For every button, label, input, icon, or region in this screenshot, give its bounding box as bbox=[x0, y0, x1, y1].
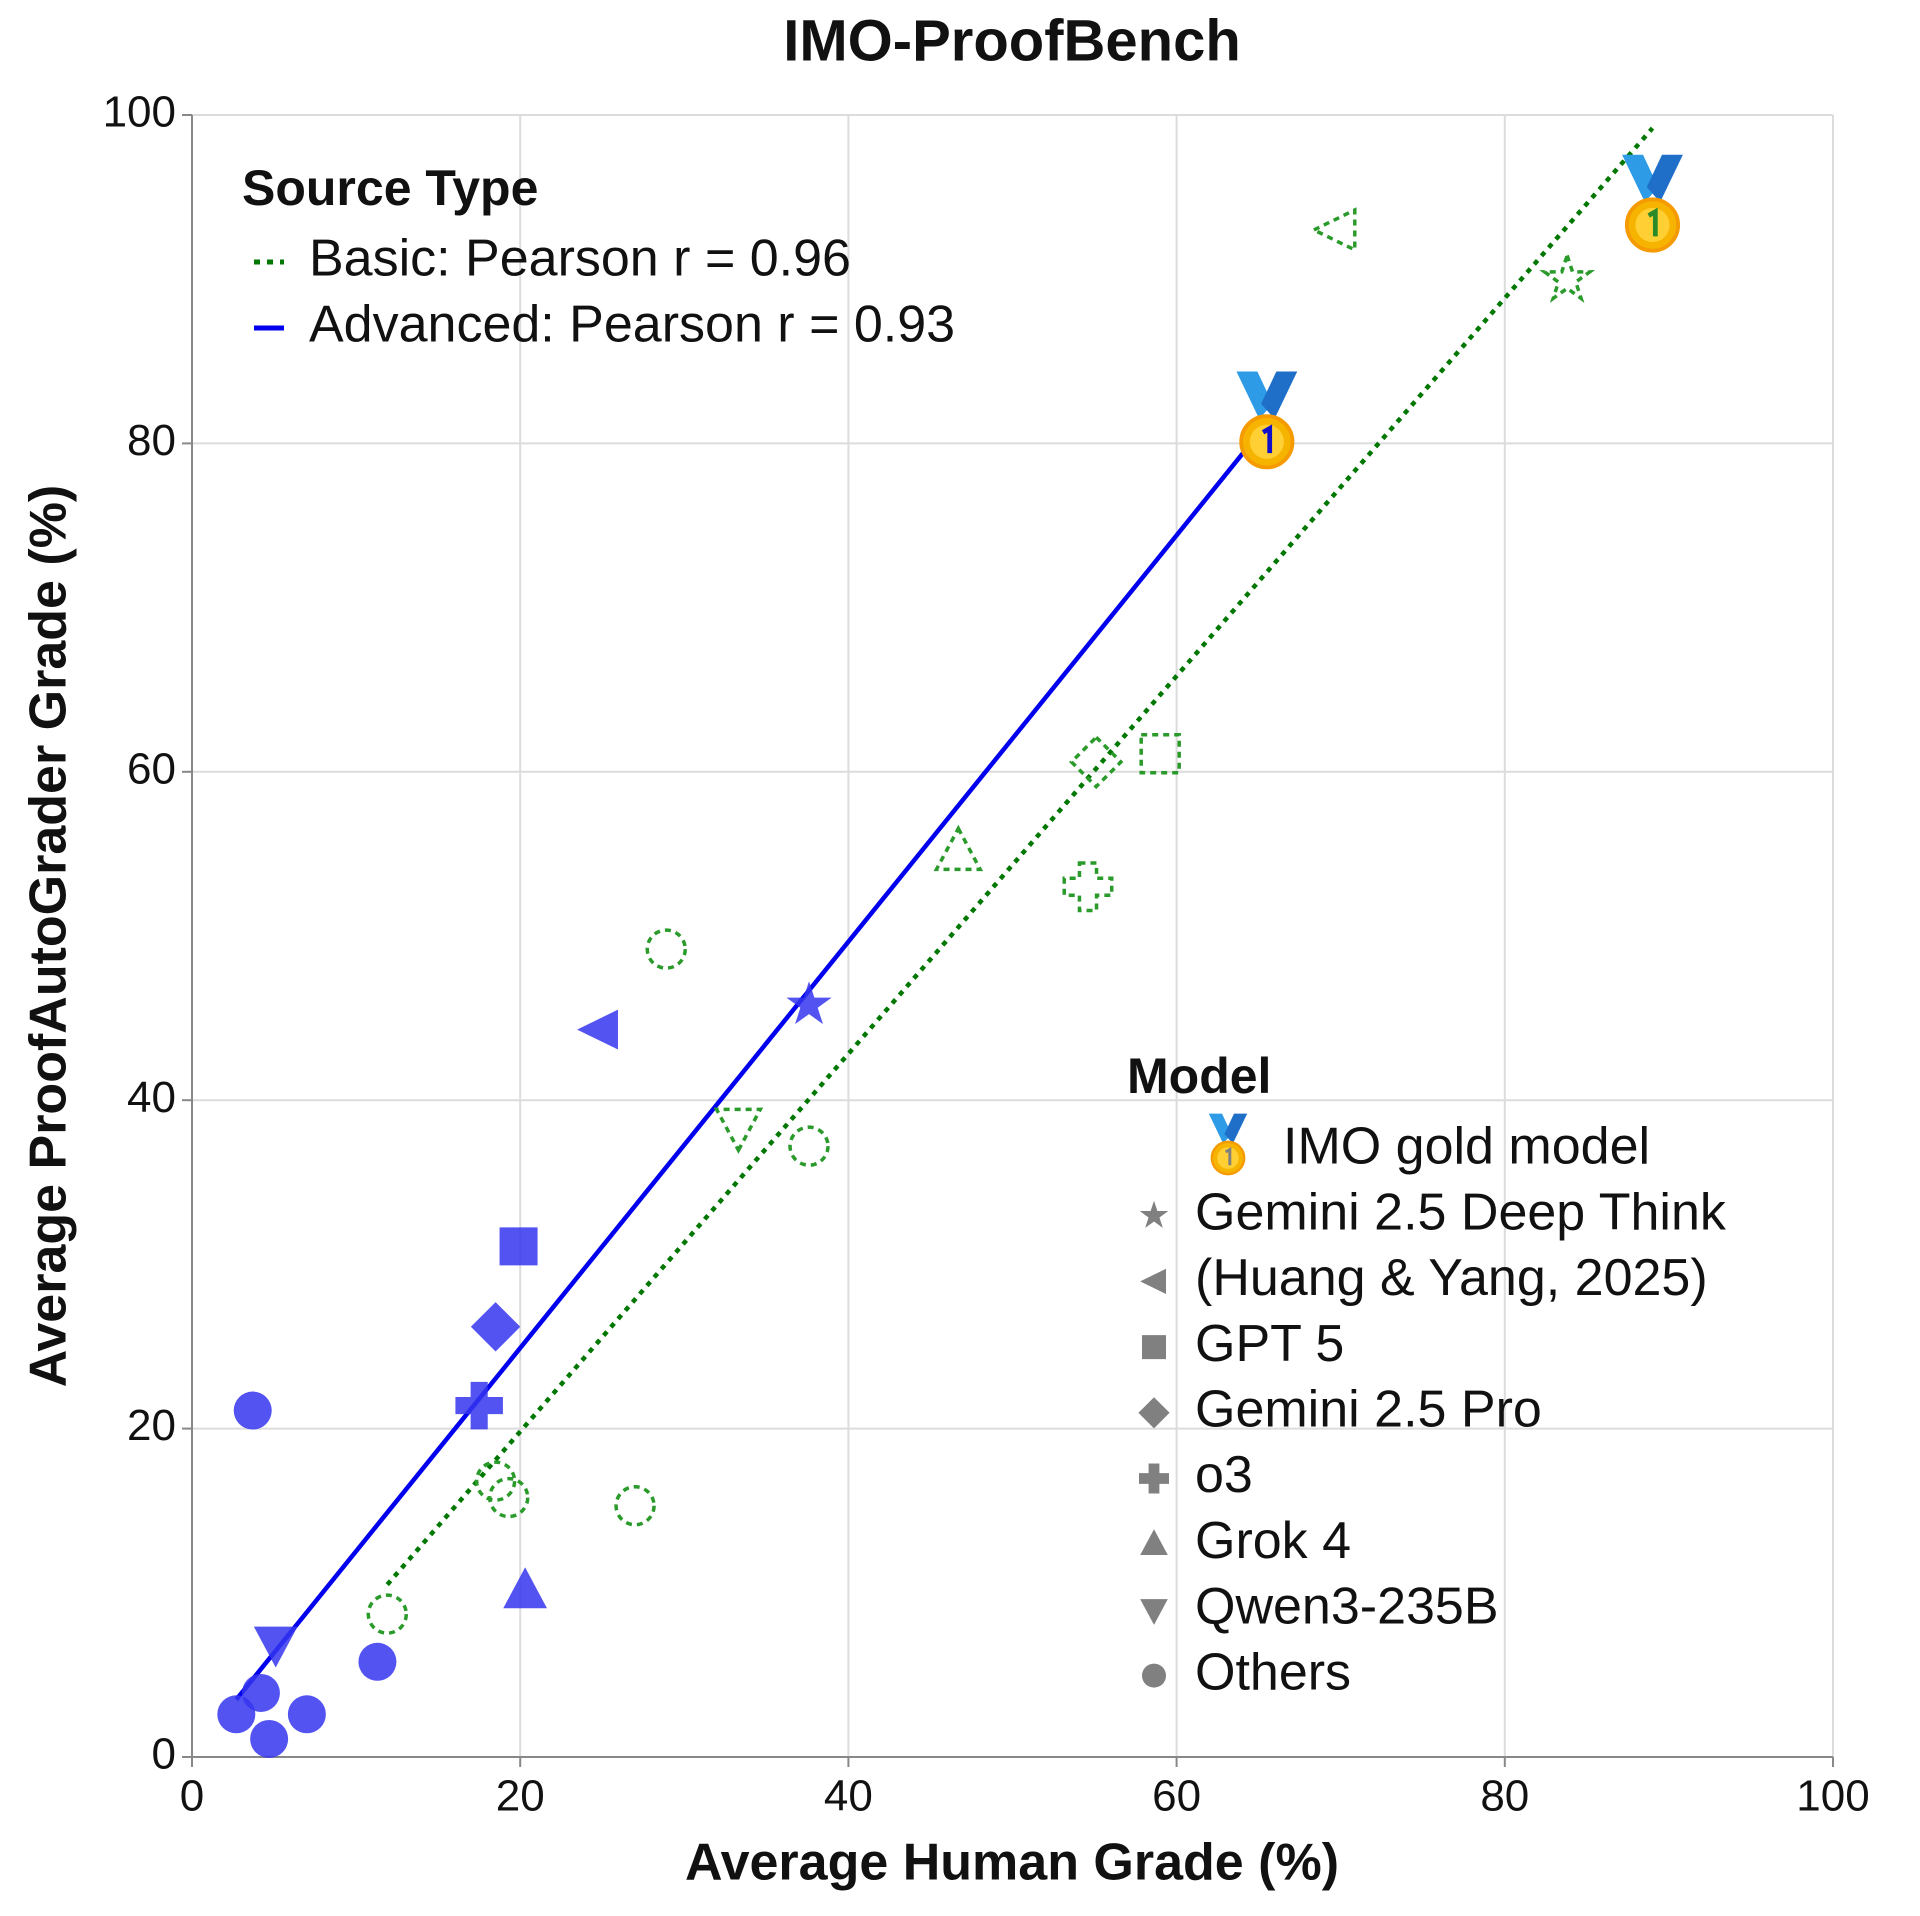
medal-ribbon bbox=[1224, 1113, 1248, 1144]
x-tick-label: 40 bbox=[824, 1772, 873, 1821]
medal-numeral bbox=[1261, 424, 1273, 454]
circle-marker bbox=[645, 928, 687, 970]
circle-marker bbox=[1142, 1663, 1166, 1688]
y-tick-label: 60 bbox=[127, 744, 176, 793]
x-tick-label: 0 bbox=[180, 1772, 204, 1821]
up-marker bbox=[933, 824, 984, 872]
legend-label: Qwen3-235B bbox=[1195, 1578, 1499, 1636]
fit-line bbox=[234, 448, 1248, 1701]
legend-label: Gemini 2.5 Pro bbox=[1195, 1381, 1542, 1439]
y-tick-label: 80 bbox=[127, 416, 176, 465]
legend-label: Advanced: Pearson r = 0.93 bbox=[309, 296, 955, 354]
circle-marker bbox=[287, 1695, 326, 1734]
medal-marker bbox=[1236, 371, 1298, 470]
x-tick-label: 60 bbox=[1152, 1772, 1201, 1821]
circle-marker bbox=[474, 1460, 517, 1502]
down-marker bbox=[1140, 1599, 1168, 1625]
plus-marker bbox=[1139, 1463, 1169, 1494]
legend-label: Others bbox=[1195, 1643, 1351, 1701]
square-marker bbox=[1139, 732, 1181, 775]
circle-marker bbox=[487, 1476, 530, 1519]
medal-numeral bbox=[1224, 1147, 1232, 1166]
x-tick-label: 80 bbox=[1480, 1772, 1529, 1821]
circle-marker bbox=[366, 1593, 409, 1635]
square-marker bbox=[499, 1227, 538, 1266]
y-tick-label: 40 bbox=[127, 1073, 176, 1122]
left-marker bbox=[1140, 1268, 1166, 1294]
fit-line bbox=[385, 126, 1655, 1587]
chart-title: IMO-ProofBench bbox=[783, 8, 1241, 73]
down-marker bbox=[713, 1107, 764, 1154]
medal-inner bbox=[1249, 424, 1284, 459]
x-axis-title: Average Human Grade (%) bbox=[685, 1834, 1339, 1892]
legend-label: o3 bbox=[1195, 1446, 1253, 1504]
legend-label: (Huang & Yang, 2025) bbox=[1195, 1249, 1708, 1307]
medal-marker bbox=[1622, 154, 1683, 253]
circle-marker bbox=[250, 1719, 289, 1758]
circle-marker bbox=[217, 1695, 256, 1734]
circle-marker bbox=[788, 1125, 830, 1167]
legend-title: Model bbox=[1127, 1048, 1271, 1104]
medal-numeral bbox=[1647, 207, 1658, 237]
plus-marker bbox=[455, 1381, 503, 1430]
up-marker bbox=[1140, 1529, 1168, 1555]
medal-inner bbox=[1217, 1147, 1239, 1169]
diamond-marker bbox=[470, 1302, 521, 1352]
left-marker bbox=[577, 1009, 618, 1050]
medal-ribbon bbox=[1236, 371, 1273, 419]
y-tick-label: 100 bbox=[103, 88, 176, 137]
down-marker bbox=[253, 1626, 298, 1668]
star-marker bbox=[1539, 249, 1596, 303]
plus-marker bbox=[1062, 861, 1114, 913]
legend-label: Grok 4 bbox=[1195, 1512, 1351, 1570]
left-marker bbox=[1309, 207, 1357, 253]
medal-ribbon bbox=[1261, 371, 1298, 419]
x-tick-label: 100 bbox=[1796, 1772, 1869, 1821]
medal-marker bbox=[1208, 1113, 1248, 1176]
circle-marker bbox=[233, 1391, 272, 1430]
medal-ribbon bbox=[1208, 1113, 1232, 1144]
up-marker bbox=[503, 1567, 547, 1609]
legend-title: Source Type bbox=[242, 160, 538, 216]
star-marker bbox=[786, 981, 832, 1025]
y-tick-label: 20 bbox=[127, 1401, 176, 1450]
circle-marker bbox=[241, 1673, 280, 1712]
y-tick-label: 0 bbox=[152, 1730, 176, 1779]
legend-label: GPT 5 bbox=[1195, 1315, 1344, 1373]
medal-ribbon bbox=[1622, 154, 1659, 203]
square-marker bbox=[1142, 1335, 1166, 1360]
legend-label: Basic: Pearson r = 0.96 bbox=[309, 230, 851, 288]
x-tick-label: 20 bbox=[496, 1772, 545, 1821]
diamond-marker bbox=[1138, 1397, 1170, 1429]
medal-inner bbox=[1635, 207, 1670, 243]
legend-label: IMO gold model bbox=[1283, 1118, 1650, 1176]
star-marker bbox=[1139, 1200, 1169, 1228]
circle-marker bbox=[614, 1485, 656, 1527]
diamond-marker bbox=[1069, 734, 1124, 790]
legend-label: Gemini 2.5 Deep Think bbox=[1195, 1183, 1727, 1241]
circle-marker bbox=[358, 1642, 397, 1681]
medal-ribbon bbox=[1646, 154, 1683, 203]
y-axis-title: Average ProofAutoGrader Grade (%) bbox=[20, 485, 78, 1387]
